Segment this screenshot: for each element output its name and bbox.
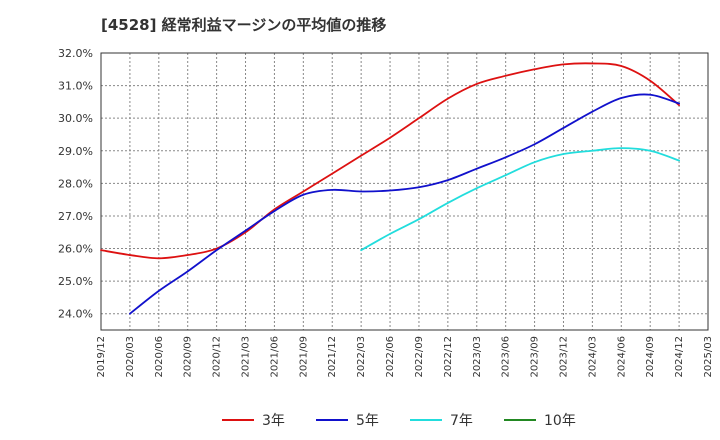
y-tick-label: 32.0% xyxy=(58,47,93,60)
legend-item-5y: 5年 xyxy=(316,410,379,430)
x-tick-label: 2025/03 xyxy=(703,336,714,378)
y-tick-label: 29.0% xyxy=(58,145,93,158)
x-tick-label: 2022/09 xyxy=(414,336,425,378)
legend-item-3y: 3年 xyxy=(222,410,285,430)
series-line-0 xyxy=(100,62,680,260)
y-tick-label: 31.0% xyxy=(58,80,93,93)
x-tick-label: 2020/09 xyxy=(183,336,194,378)
x-tick-label: 2020/06 xyxy=(154,336,165,378)
legend-label-10y: 10年 xyxy=(544,413,576,429)
legend-label-7y: 7年 xyxy=(450,413,473,429)
legend-item-7y: 7年 xyxy=(410,410,473,430)
y-tick-label: 26.0% xyxy=(58,243,93,256)
series-line-2 xyxy=(360,147,680,252)
x-tick-label: 2021/03 xyxy=(241,336,252,378)
x-tick-label: 2021/06 xyxy=(269,336,280,378)
y-tick-label: 28.0% xyxy=(58,177,93,190)
x-tick-label: 2023/06 xyxy=(501,336,512,378)
legend-swatch-10y xyxy=(504,419,536,421)
x-tick-label: 2023/12 xyxy=(558,336,569,378)
x-tick-label: 2020/03 xyxy=(125,336,136,378)
x-tick-label: 2024/06 xyxy=(616,336,627,378)
y-tick-label: 27.0% xyxy=(58,210,93,223)
x-tick-label: 2023/09 xyxy=(530,336,541,378)
x-tick-label: 2023/03 xyxy=(472,336,483,378)
legend-swatch-5y xyxy=(316,419,348,421)
legend-label-5y: 5年 xyxy=(356,413,379,429)
legend-swatch-7y xyxy=(410,419,442,421)
chart-title: [4528] 経常利益マージンの平均値の推移 xyxy=(101,16,387,34)
x-tick-label: 2022/06 xyxy=(385,336,396,378)
x-tick-label: 2021/09 xyxy=(298,336,309,378)
plot-border xyxy=(100,52,709,331)
y-tick-label: 25.0% xyxy=(58,275,93,288)
x-tick-label: 2020/12 xyxy=(212,336,223,378)
x-tick-label: 2024/03 xyxy=(587,336,598,378)
legend-swatch-3y xyxy=(222,419,254,421)
x-tick-label: 2024/12 xyxy=(674,336,685,378)
legend-label-3y: 3年 xyxy=(262,413,285,429)
x-tick-label: 2022/03 xyxy=(356,336,367,378)
x-tick-label: 2024/09 xyxy=(645,336,656,378)
series-line-1 xyxy=(129,93,680,315)
x-tick-label: 2021/12 xyxy=(327,336,338,378)
plot-area xyxy=(101,53,708,330)
y-tick-label: 24.0% xyxy=(58,308,93,321)
legend-item-10y: 10年 xyxy=(504,410,576,430)
x-tick-label: 2022/12 xyxy=(443,336,454,378)
x-tick-label: 2019/12 xyxy=(96,336,107,378)
y-tick-label: 30.0% xyxy=(58,112,93,125)
